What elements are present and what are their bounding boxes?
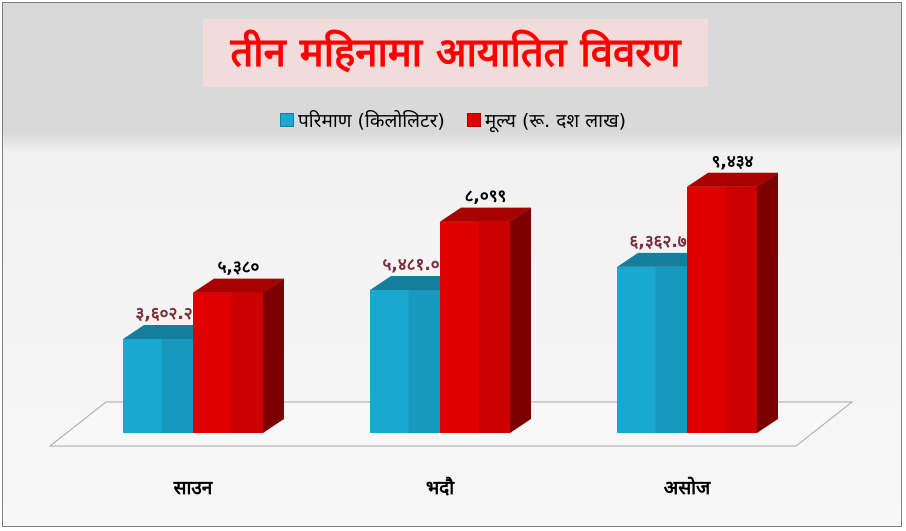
data-label-0-1: ५,४८१.०४: [383, 255, 449, 275]
legend-swatch-quantity: [279, 113, 294, 127]
bar-top-1-0: [193, 278, 284, 293]
bar-side-1-2: [757, 172, 778, 434]
data-label-1-1: ८,०९९: [465, 187, 507, 207]
data-label-1-0: ५,३८०: [218, 258, 260, 278]
bar-top-0-1: [370, 275, 461, 290]
bar-shade-0-1: [408, 289, 440, 433]
bar-top-0-0: [123, 324, 214, 339]
legend-label-quantity: परिमाण (किलोलिटर): [297, 110, 445, 132]
category-label-1: भदौ: [426, 476, 455, 499]
legend: परिमाण (किलोलिटर) मूल्य (रू. दश लाख): [3, 107, 901, 133]
bar-top-1-1: [440, 207, 531, 222]
bar-shade-0-2: [655, 266, 687, 433]
category-label-0: साउन: [173, 477, 214, 499]
bar-shade-1-0: [231, 292, 263, 433]
bar-shade-0-0: [161, 338, 193, 433]
title-background: [203, 19, 708, 87]
legend-swatch-value: [466, 113, 481, 127]
bar-shade-1-1: [478, 221, 510, 433]
legend-item-value: मूल्य (रू. दश लाख): [466, 107, 627, 133]
bar-top-1-2: [687, 172, 778, 187]
category-label-2: असोज: [664, 476, 711, 499]
bar-shade-1-2: [725, 186, 757, 433]
bar-side-1-1: [510, 207, 531, 433]
legend-label-value: मूल्य (रू. दश लाख): [484, 110, 627, 132]
bar-side-1-0: [263, 278, 284, 433]
data-label-1-2: ९,४३४: [712, 152, 754, 172]
chart-title: तीन महिनामा आयातित विवरण: [230, 30, 681, 76]
bar-top-0-2: [617, 252, 708, 267]
legend-item-quantity: परिमाण (किलोलिटर): [279, 107, 445, 133]
data-label-0-0: ३,६०२.२६: [136, 304, 202, 324]
data-label-0-2: ६,३६२.७८: [630, 232, 696, 252]
